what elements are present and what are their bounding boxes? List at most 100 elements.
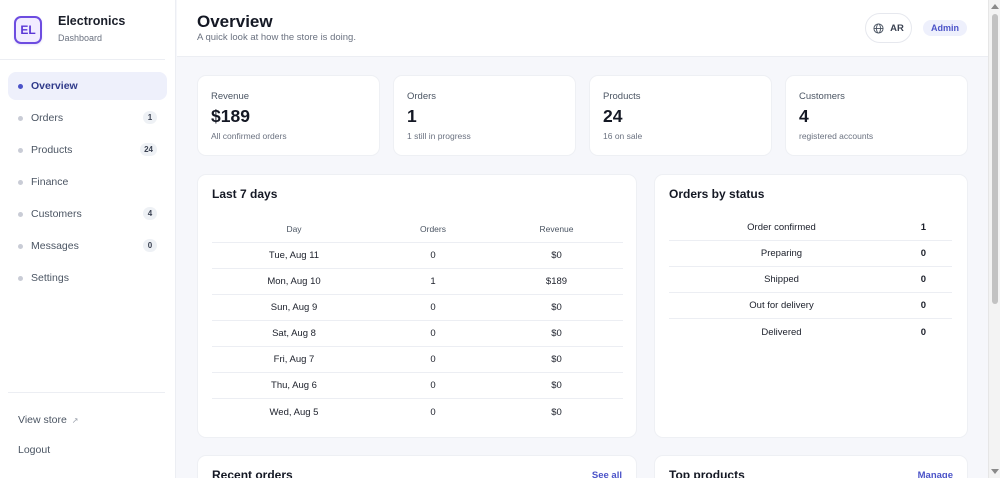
cell-orders: 0 [430,328,436,339]
cell-orders: 1 [430,276,436,287]
role-badge: Admin [923,20,967,36]
panel-title: Last 7 days [212,187,278,201]
table-row: Sat, Aug 8 0 $0 [212,321,623,347]
sidebar-item-label: Messages [31,240,79,252]
stat-card-orders: Orders 1 1 still in progress [393,75,576,156]
language-switch-button[interactable]: AR [865,13,912,43]
last-7-days-table: Day Orders Revenue Tue, Aug 11 0 $0 Mon,… [212,215,623,425]
status-label: Shipped [764,274,799,285]
stat-label: Revenue [211,91,250,102]
sidebar-item-label: Orders [31,112,64,124]
scroll-up-arrow-icon[interactable] [991,4,999,9]
sidebar-item-customers[interactable]: Customers 4 [8,200,167,228]
stat-caption: registered accounts [799,131,874,141]
cell-revenue: $189 [545,276,568,287]
external-link-icon: ↗ [71,416,79,425]
sidebar-item-label: Finance [31,176,69,188]
status-label: Preparing [760,248,803,259]
table-row: Sun, Aug 9 0 $0 [212,295,623,321]
sidebar-item-orders[interactable]: Orders 1 [8,104,167,132]
view-store-link[interactable]: View store ↗ [8,407,165,437]
cell-revenue: $0 [551,380,562,391]
orders-by-status-panel: Orders by status Order confirmed 1 Prepa… [654,174,968,438]
brand-text: Electronics Dashboard [58,14,125,45]
status-count: 0 [920,248,926,259]
cell-day: Sun, Aug 9 [270,302,318,313]
cell-revenue: $0 [551,406,562,418]
sidebar-item-products[interactable]: Products 24 [8,136,167,164]
stat-value: $189 [211,106,250,126]
panel-title: Orders by status [669,187,765,201]
cell-day: Fri, Aug 7 [273,354,315,365]
table-row: Mon, Aug 10 1 $189 [212,269,623,295]
recent-orders-panel: Recent orders See all [197,455,637,478]
panel-title: Recent orders [212,468,293,478]
stat-value: 4 [799,106,809,126]
brand: EL Electronics Dashboard [0,0,165,60]
cell-day: Wed, Aug 5 [269,406,319,418]
scroll-down-arrow-icon[interactable] [991,469,999,474]
top-header: Overview A quick look at how the store i… [177,0,988,57]
cell-revenue: $0 [551,354,562,365]
language-label: AR [890,22,904,34]
sidebar-footer: View store ↗ Logout [8,392,165,467]
status-count: 0 [920,300,926,311]
status-count: 0 [920,274,926,285]
status-count: 0 [920,326,926,338]
cell-orders: 0 [430,302,436,313]
store-logo[interactable]: EL [14,15,42,44]
sidebar-item-label: Customers [31,208,82,220]
list-item: Out for delivery 0 [669,293,952,319]
table-header: Day Orders Revenue [212,215,623,243]
see-all-link[interactable]: See all [591,470,622,478]
panel-title: Top products [669,468,745,478]
stat-label: Products [603,91,641,102]
store-subtitle: Dashboard [58,33,103,43]
status-label: Order confirmed [747,222,816,233]
view-store-label: View store [18,414,67,426]
sidebar-item-messages[interactable]: Messages 0 [8,232,167,260]
last-7-days-panel: Last 7 days Day Orders Revenue Tue, Aug … [197,174,637,438]
column-header-day: Day [286,223,302,234]
sidebar-item-label: Overview [31,80,78,92]
count-badge: 0 [143,239,157,252]
cell-orders: 0 [430,250,436,261]
sidebar-item-label: Products [31,144,73,156]
table-row: Tue, Aug 11 0 $0 [212,243,623,269]
sidebar-item-overview[interactable]: Overview [8,72,167,100]
count-badge: 1 [143,111,157,124]
sidebar-nav: Overview Orders 1 Products 24 Finance Cu… [0,60,175,292]
scroll-thumb[interactable] [992,14,998,304]
stat-value: 1 [407,106,417,126]
bullet-icon [18,147,23,153]
cell-day: Tue, Aug 11 [268,250,320,261]
stat-caption: All confirmed orders [211,131,287,141]
stat-label: Orders [407,91,437,102]
stat-caption: 1 still in progress [407,131,471,141]
cell-day: Mon, Aug 10 [267,276,321,287]
bullet-icon [18,243,23,249]
sidebar-item-settings[interactable]: Settings [8,264,167,292]
sidebar: EL Electronics Dashboard Overview Orders… [0,0,176,478]
list-item: Preparing 0 [669,241,952,267]
table-row: Thu, Aug 6 0 $0 [212,373,623,399]
list-item: Order confirmed 1 [669,215,952,241]
top-products-panel: Top products Manage [654,455,968,478]
table-row: Fri, Aug 7 0 $0 [212,347,623,373]
sidebar-item-finance[interactable]: Finance [8,168,167,196]
cell-day: Sat, Aug 8 [272,328,316,339]
status-label: Delivered [761,326,802,338]
manage-link[interactable]: Manage [917,470,953,478]
store-name: Electronics [58,14,126,28]
logout-link[interactable]: Logout [18,444,51,456]
stat-card-products: Products 24 16 on sale [589,75,772,156]
cell-revenue: $0 [551,302,562,313]
stat-value: 24 [603,106,623,126]
bullet-icon [18,211,23,217]
page-scrollbar[interactable] [988,0,1000,478]
status-count: 1 [920,222,926,233]
bullet-icon [18,275,23,281]
stat-card-revenue: Revenue $189 All confirmed orders [197,75,380,156]
bullet-icon [18,83,23,89]
list-item: Shipped 0 [669,267,952,293]
